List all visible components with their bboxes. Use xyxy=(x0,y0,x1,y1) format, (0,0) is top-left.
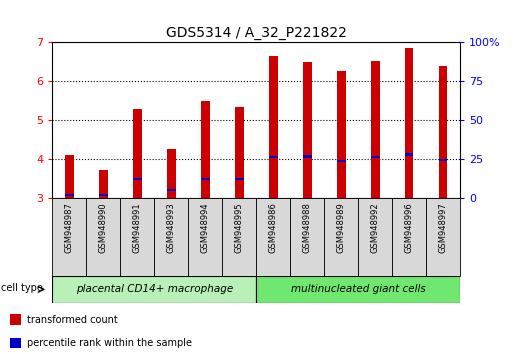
Text: multinucleated giant cells: multinucleated giant cells xyxy=(291,284,426,295)
Text: GSM948996: GSM948996 xyxy=(405,202,414,253)
Bar xyxy=(99,170,108,198)
Bar xyxy=(337,160,346,162)
Bar xyxy=(120,198,154,276)
Bar xyxy=(10,337,21,348)
Text: GSM948991: GSM948991 xyxy=(133,202,142,253)
Bar xyxy=(188,198,222,276)
Bar xyxy=(290,198,324,276)
Bar xyxy=(337,71,346,198)
Bar xyxy=(133,109,142,198)
Bar xyxy=(167,149,176,198)
Bar xyxy=(154,198,188,276)
Bar xyxy=(133,178,142,180)
Bar xyxy=(201,178,210,180)
Bar xyxy=(405,154,414,156)
Bar xyxy=(235,107,244,198)
Bar xyxy=(256,198,290,276)
Text: GSM948990: GSM948990 xyxy=(99,202,108,253)
Bar xyxy=(201,101,210,198)
Bar xyxy=(65,155,74,198)
Bar xyxy=(269,156,278,158)
Text: GSM948997: GSM948997 xyxy=(439,202,448,253)
Bar xyxy=(235,178,244,180)
Bar xyxy=(303,62,312,198)
Bar xyxy=(358,198,392,276)
Bar xyxy=(269,56,278,198)
Bar xyxy=(324,198,358,276)
Bar xyxy=(439,159,448,161)
Text: GSM948986: GSM948986 xyxy=(269,202,278,253)
Bar xyxy=(392,198,426,276)
Text: GSM948993: GSM948993 xyxy=(167,202,176,253)
Text: transformed count: transformed count xyxy=(27,315,118,325)
Text: GSM948989: GSM948989 xyxy=(337,202,346,253)
Bar xyxy=(371,156,380,158)
Bar xyxy=(65,194,74,196)
Bar xyxy=(222,198,256,276)
Bar xyxy=(167,188,176,191)
Bar xyxy=(371,61,380,198)
Bar xyxy=(86,198,120,276)
Bar xyxy=(426,198,460,276)
Title: GDS5314 / A_32_P221822: GDS5314 / A_32_P221822 xyxy=(166,26,347,40)
Bar xyxy=(256,276,460,303)
Bar xyxy=(405,48,414,198)
Bar xyxy=(303,155,312,158)
Text: GSM948992: GSM948992 xyxy=(371,202,380,253)
Text: GSM948994: GSM948994 xyxy=(201,202,210,253)
Text: cell type: cell type xyxy=(1,283,43,293)
Text: percentile rank within the sample: percentile rank within the sample xyxy=(27,338,192,348)
Bar xyxy=(439,66,448,198)
Text: GSM948987: GSM948987 xyxy=(65,202,74,253)
Bar xyxy=(52,276,256,303)
Text: GSM948988: GSM948988 xyxy=(303,202,312,253)
Text: GSM948995: GSM948995 xyxy=(235,202,244,253)
Text: placental CD14+ macrophage: placental CD14+ macrophage xyxy=(76,284,233,295)
Bar xyxy=(52,198,86,276)
Bar xyxy=(99,194,108,196)
Bar xyxy=(10,314,21,325)
